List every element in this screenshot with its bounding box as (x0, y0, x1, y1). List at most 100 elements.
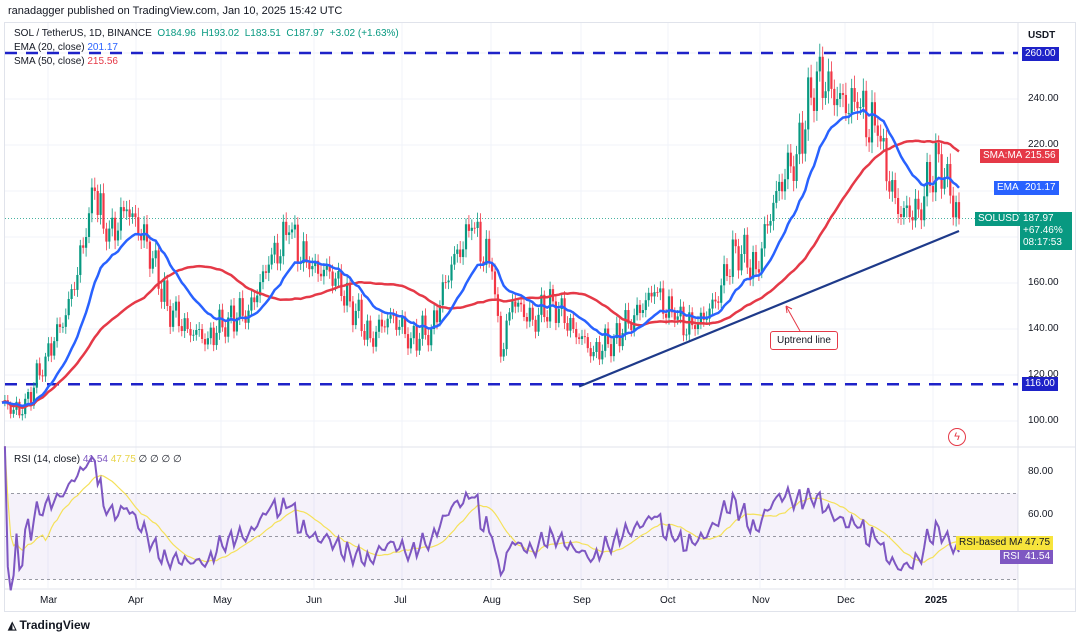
candle-body (633, 315, 636, 331)
candle-body (818, 56, 821, 72)
candle-body (241, 298, 244, 316)
candle-body (952, 195, 955, 218)
candle-body (766, 224, 769, 226)
candle-body (56, 324, 59, 342)
resistance-price-label: 260.00 (1022, 47, 1059, 61)
candle-body (340, 271, 343, 296)
candle-body (493, 271, 497, 295)
candle-body (586, 337, 589, 349)
symbol-title[interactable]: SOL / TetherUS, 1D, BINANCE (14, 28, 152, 39)
candle-body (230, 305, 233, 318)
candle-body (145, 224, 149, 242)
candle-body (595, 341, 598, 352)
candle-body (676, 316, 679, 320)
candle-body (522, 304, 526, 317)
candle-body (334, 278, 337, 286)
tradingview-logo[interactable]: ◭ TradingView (8, 618, 90, 632)
candle-body (618, 323, 621, 347)
candle-body (343, 295, 346, 306)
candle-body (638, 304, 642, 313)
candle-body (943, 177, 946, 189)
candle-body (717, 301, 720, 303)
rsi-ma-tag-value: 47.75 (1022, 536, 1054, 550)
candle-body (737, 246, 740, 271)
candle-body (427, 334, 430, 346)
legend-open: O184.96 (157, 28, 196, 39)
currency-label[interactable]: USDT (1028, 30, 1056, 41)
ema-label: EMA (20, close) (14, 42, 85, 53)
candle-body (35, 363, 38, 388)
candle-body (383, 326, 386, 328)
candle-body (955, 202, 958, 218)
legend-ema[interactable]: EMA (20, close) 201.17 (14, 42, 118, 53)
candle-body (804, 129, 807, 154)
candle-body (844, 94, 847, 114)
candle-body (627, 310, 630, 324)
candle-body (131, 213, 134, 217)
candle-body (435, 310, 439, 323)
sma-50-line (1, 139, 960, 410)
candle-body (836, 99, 839, 106)
rsi-tick: 60.00 (1028, 509, 1054, 520)
candle-body (714, 299, 717, 302)
candle-body (325, 264, 328, 270)
candle-body (438, 305, 441, 323)
candle-body (90, 187, 93, 214)
lightning-icon[interactable]: ϟ (948, 428, 966, 446)
candle-body (801, 122, 804, 154)
candle-body (957, 202, 961, 219)
candle-body (73, 289, 76, 290)
candle-body (317, 260, 320, 274)
candle-body (154, 250, 157, 259)
candle-body (209, 327, 212, 339)
candle-body (27, 392, 30, 399)
candle-body (377, 319, 381, 332)
candle-body (53, 341, 56, 356)
candle-body (812, 97, 816, 111)
time-tick: Jul (394, 595, 407, 606)
candle-body (505, 320, 508, 350)
candle-body (395, 316, 398, 330)
legend-low: L183.51 (244, 28, 281, 39)
candle-body (473, 227, 476, 229)
candle-body (511, 301, 514, 313)
candle-body (212, 327, 215, 346)
candle-body (789, 152, 792, 167)
candle-body (859, 107, 862, 109)
candle-body (404, 316, 407, 335)
time-tick: May (213, 595, 232, 606)
time-tick: 2025 (925, 595, 948, 606)
candle-body (18, 401, 21, 416)
candle-body (621, 333, 624, 347)
candle-body (870, 102, 874, 143)
ema-tag-value: 201.17 (1022, 181, 1059, 195)
candle-body (169, 306, 172, 327)
rsi-tag-value: 41.54 (1022, 550, 1054, 564)
candle-body (839, 93, 842, 99)
candle-body (781, 181, 784, 192)
candle-body (868, 137, 871, 143)
rsi-tag-name: RSI (1000, 550, 1023, 564)
candle-body (116, 230, 120, 241)
candle-body (876, 125, 879, 136)
candle-body (288, 232, 291, 235)
footer-brand: TradingView (19, 618, 90, 632)
candle-body (920, 209, 923, 221)
candle-body (137, 217, 140, 235)
candle-body (604, 328, 607, 351)
legend-sma[interactable]: SMA (50, close) 215.56 (14, 56, 118, 67)
candle-body (862, 90, 865, 108)
candle-body (128, 209, 131, 217)
candle-body (757, 269, 760, 273)
candle-body (583, 336, 586, 338)
candle-body (531, 307, 534, 320)
candle-body (273, 242, 276, 255)
candle-body (685, 334, 688, 336)
candle-body (328, 264, 331, 272)
candle-body (485, 238, 488, 265)
legend-rsi[interactable]: RSI (14, close) 41.54 47.75 ∅ ∅ ∅ ∅ (14, 454, 182, 465)
rsi-ma-line (4, 446, 960, 563)
uptrend-annotation[interactable]: Uptrend line (770, 331, 838, 350)
candle-body (725, 264, 729, 277)
